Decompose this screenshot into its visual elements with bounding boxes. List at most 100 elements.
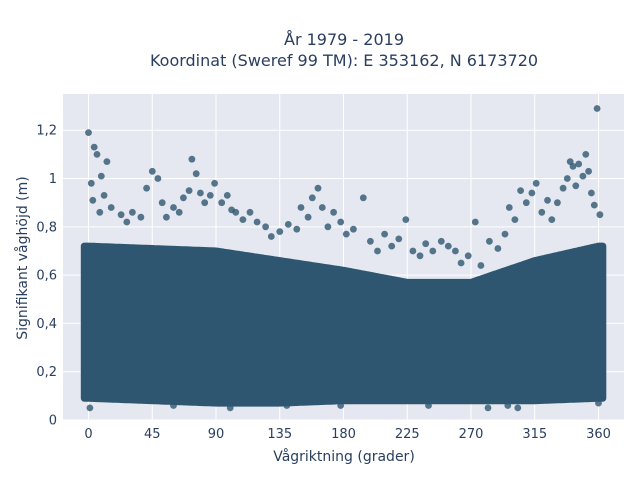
data-point — [425, 402, 432, 409]
x-tick-label: 45 — [144, 427, 161, 442]
data-point — [585, 167, 592, 175]
data-point — [505, 204, 513, 211]
data-point — [143, 184, 151, 192]
data-point — [103, 158, 111, 166]
data-point — [175, 208, 183, 216]
data-point — [457, 259, 465, 267]
data-point — [484, 404, 492, 412]
data-point — [575, 160, 583, 168]
data-point — [318, 204, 326, 211]
chart-title-line2: Koordinat (Sweref 99 TM): E 353162, N 61… — [150, 51, 538, 70]
data-point — [381, 230, 388, 238]
data-point — [416, 252, 424, 260]
data-point — [180, 194, 187, 202]
data-point — [501, 230, 509, 238]
data-point — [572, 182, 580, 190]
data-point — [158, 199, 166, 207]
data-point — [477, 262, 485, 269]
data-point — [595, 399, 602, 407]
data-point — [444, 242, 452, 250]
data-point — [409, 247, 417, 255]
x-tick-label: 0 — [84, 427, 92, 442]
x-axis-title: Vågriktning (grader) — [273, 448, 415, 465]
x-axis-ticks: 0 45 90 135 180 225 270 315 360 — [84, 427, 611, 442]
data-point — [276, 228, 284, 236]
y-tick-label: 0,2 — [36, 365, 57, 380]
data-point — [464, 252, 472, 260]
data-point — [579, 172, 587, 180]
data-point — [283, 402, 291, 409]
data-point — [284, 221, 292, 228]
data-point — [514, 404, 522, 412]
data-point — [342, 230, 350, 238]
data-point — [452, 247, 459, 255]
data-point — [337, 218, 345, 226]
data-point — [246, 208, 254, 216]
data-point — [559, 184, 567, 192]
data-point — [588, 189, 595, 197]
y-axis-ticks: 0 0,2 0,4 0,6 0,8 1 1,2 — [36, 124, 57, 429]
data-point — [262, 223, 269, 231]
data-point — [197, 189, 204, 197]
data-point — [211, 179, 219, 187]
data-point — [563, 175, 571, 182]
data-point — [89, 196, 97, 204]
chart-title-line1: År 1979 - 2019 — [284, 30, 404, 49]
data-point — [314, 184, 322, 192]
x-tick-label: 225 — [395, 427, 420, 442]
data-point — [192, 170, 200, 178]
data-point — [97, 172, 105, 180]
y-tick-label: 0,4 — [36, 317, 57, 332]
data-point — [528, 189, 536, 197]
y-tick-label: 0 — [49, 414, 57, 429]
data-point — [308, 194, 316, 202]
data-point — [517, 187, 524, 195]
data-point — [96, 208, 104, 216]
data-point — [402, 216, 410, 224]
data-point — [170, 402, 177, 409]
data-point — [232, 208, 240, 216]
data-points — [80, 105, 607, 412]
y-tick-label: 1,2 — [36, 124, 57, 139]
data-point — [437, 237, 445, 245]
data-point — [590, 201, 598, 209]
data-point — [87, 179, 95, 187]
data-point — [163, 213, 170, 221]
data-point — [90, 143, 98, 151]
data-point — [569, 163, 577, 170]
x-tick-label: 360 — [586, 427, 611, 442]
data-point — [123, 218, 131, 226]
data-point — [367, 237, 374, 245]
x-tick-label: 180 — [331, 427, 356, 442]
data-point — [93, 151, 101, 158]
data-point — [297, 204, 305, 211]
x-tick-label: 315 — [522, 427, 547, 442]
data-point — [554, 199, 561, 207]
data-point — [148, 167, 156, 175]
data-point — [253, 218, 261, 226]
data-point — [486, 237, 493, 245]
data-point — [359, 194, 367, 202]
data-point — [582, 151, 590, 158]
data-point — [395, 235, 403, 243]
y-tick-label: 0,8 — [36, 220, 57, 235]
data-point — [201, 199, 209, 207]
data-point — [100, 192, 108, 199]
data-point — [85, 129, 92, 137]
data-point — [532, 179, 540, 187]
data-point — [267, 233, 275, 240]
data-point — [330, 208, 337, 216]
y-axis-title: Signifikant våghöjd (m) — [14, 176, 31, 339]
data-point — [218, 199, 226, 207]
data-point — [117, 211, 125, 219]
data-point — [593, 105, 601, 112]
data-point — [494, 245, 502, 252]
data-point — [154, 175, 162, 182]
data-point — [471, 218, 479, 226]
y-tick-label: 0,6 — [36, 269, 57, 284]
data-point — [350, 225, 357, 233]
data-point — [504, 402, 512, 409]
data-point — [304, 213, 312, 221]
data-point — [422, 240, 430, 248]
data-point — [107, 204, 115, 211]
